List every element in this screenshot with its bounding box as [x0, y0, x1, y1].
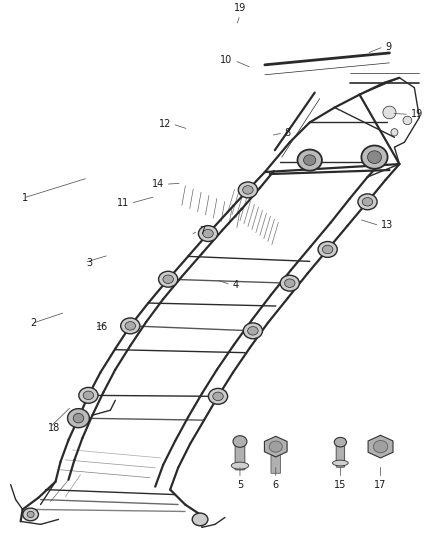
Ellipse shape — [243, 323, 262, 339]
Text: 5: 5 — [237, 480, 243, 490]
Ellipse shape — [233, 435, 247, 447]
Ellipse shape — [203, 229, 213, 238]
Ellipse shape — [403, 116, 412, 125]
Ellipse shape — [322, 245, 333, 254]
Ellipse shape — [358, 194, 377, 210]
Ellipse shape — [159, 271, 178, 287]
Ellipse shape — [79, 387, 98, 403]
Text: 17: 17 — [374, 480, 387, 490]
Text: 15: 15 — [334, 480, 346, 490]
Ellipse shape — [23, 508, 39, 521]
Text: 11: 11 — [117, 198, 130, 208]
Text: 12: 12 — [159, 119, 171, 129]
Ellipse shape — [83, 391, 94, 400]
Text: 18: 18 — [48, 423, 60, 433]
Ellipse shape — [318, 241, 337, 257]
Text: 10: 10 — [220, 55, 232, 66]
FancyBboxPatch shape — [336, 444, 345, 467]
Text: 16: 16 — [96, 322, 108, 332]
Ellipse shape — [208, 389, 228, 404]
Ellipse shape — [269, 441, 283, 452]
Ellipse shape — [67, 409, 89, 427]
Ellipse shape — [121, 318, 140, 334]
Text: 14: 14 — [152, 179, 164, 189]
Text: 8: 8 — [285, 128, 291, 138]
Ellipse shape — [332, 460, 348, 466]
Ellipse shape — [213, 392, 223, 401]
Ellipse shape — [367, 151, 381, 164]
Ellipse shape — [247, 327, 258, 335]
Ellipse shape — [163, 275, 173, 284]
Ellipse shape — [27, 511, 34, 518]
Ellipse shape — [243, 185, 253, 194]
Polygon shape — [265, 437, 287, 457]
Text: 7: 7 — [199, 226, 205, 236]
Ellipse shape — [383, 106, 396, 119]
Ellipse shape — [198, 225, 218, 241]
Ellipse shape — [334, 438, 346, 447]
Text: 4: 4 — [232, 280, 238, 290]
Text: 19: 19 — [234, 3, 246, 13]
Ellipse shape — [280, 275, 300, 291]
Polygon shape — [368, 435, 393, 458]
Text: 19: 19 — [411, 109, 424, 119]
Text: 6: 6 — [273, 480, 279, 490]
Ellipse shape — [373, 440, 388, 453]
FancyBboxPatch shape — [235, 444, 245, 470]
Ellipse shape — [73, 414, 84, 423]
Ellipse shape — [362, 198, 373, 206]
Ellipse shape — [297, 150, 322, 171]
FancyBboxPatch shape — [271, 455, 281, 473]
Ellipse shape — [238, 182, 258, 198]
Ellipse shape — [391, 128, 398, 136]
Ellipse shape — [361, 146, 388, 169]
Ellipse shape — [285, 279, 295, 287]
Ellipse shape — [231, 462, 249, 469]
Ellipse shape — [125, 321, 135, 330]
Ellipse shape — [304, 155, 316, 165]
Text: 9: 9 — [385, 42, 391, 52]
Text: 13: 13 — [381, 221, 393, 230]
Ellipse shape — [192, 513, 208, 526]
Text: 3: 3 — [86, 257, 92, 268]
Text: 2: 2 — [30, 318, 37, 328]
Text: 1: 1 — [21, 193, 28, 203]
